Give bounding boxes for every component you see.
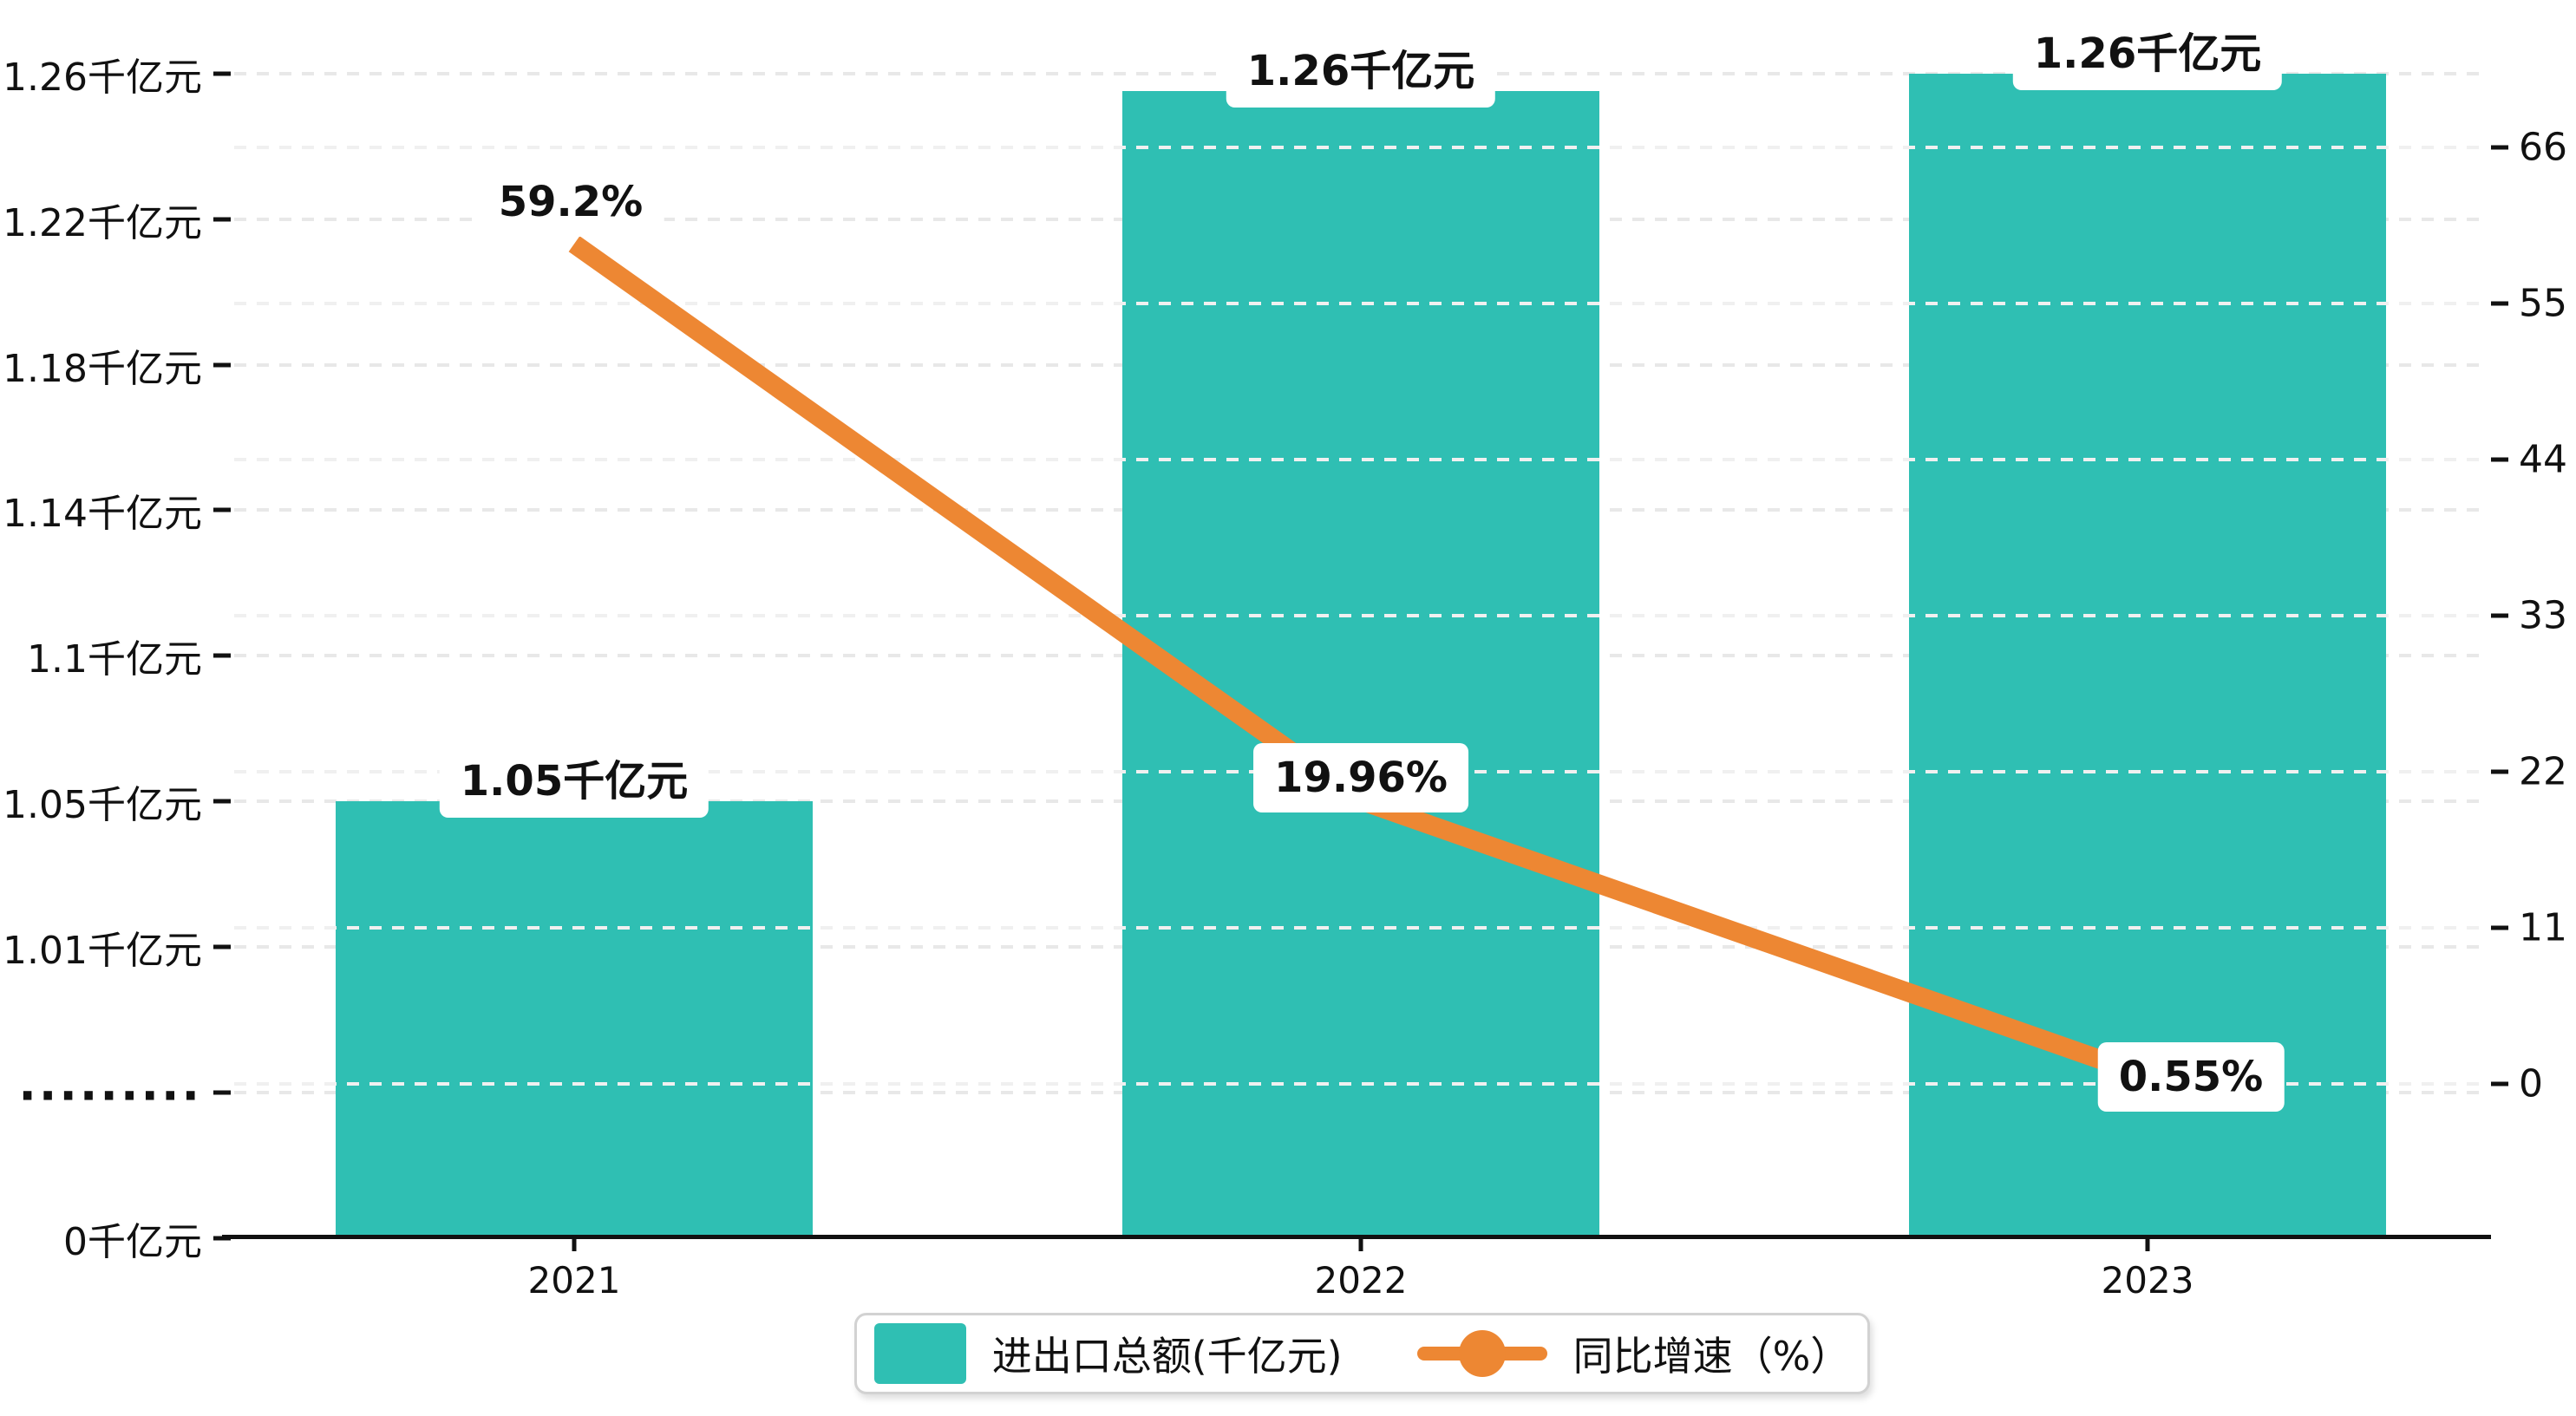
left-axis-tick-label: 0千亿元 <box>63 1220 202 1264</box>
bar-2022[interactable] <box>1122 91 1599 1237</box>
left-axis-tick-label: 1.14千亿元 <box>3 492 202 536</box>
line-point-label-2022: 19.96% <box>1253 743 1468 813</box>
left-axis-tick-label: 1.05千亿元 <box>3 783 202 827</box>
x-axis-label-2023: 2023 <box>2101 1259 2194 1302</box>
bar-value-label-2021: 1.05千亿元 <box>439 736 709 818</box>
legend: 进出口总额(千亿元) 同比增速（%） <box>854 1313 1870 1394</box>
right-axis-tick-mark <box>2491 1081 2508 1086</box>
left-axis-tick-mark <box>213 507 231 512</box>
right-axis-tick-mark <box>2491 925 2508 930</box>
right-axis-tick-label: 44 <box>2519 437 2567 482</box>
x-axis-tick-mark <box>572 1237 577 1251</box>
left-axis-tick-mark <box>213 362 231 368</box>
left-axis-break-label: ......... <box>18 1056 202 1112</box>
line-series-marker-icon <box>1416 1330 1547 1377</box>
right-axis-tick-label: 11 <box>2519 905 2567 950</box>
left-axis-tick-label: 1.01千亿元 <box>3 929 202 973</box>
legend-item-bar-series[interactable]: 进出口总额(千亿元) <box>873 1323 1343 1384</box>
right-axis-tick-label: 66 <box>2519 125 2567 170</box>
left-axis-tick-label: 1.22千亿元 <box>3 201 202 245</box>
bar-series-swatch-icon <box>873 1323 966 1384</box>
left-axis-tick-mark <box>213 799 231 804</box>
legend-item-line-series[interactable]: 同比增速（%） <box>1416 1325 1851 1382</box>
right-axis-tick-mark <box>2491 769 2508 774</box>
left-axis-tick-mark <box>213 944 231 949</box>
right-axis-tick-mark <box>2491 613 2508 618</box>
right-axis-tick-mark <box>2491 301 2508 306</box>
left-axis-tick-mark <box>213 653 231 658</box>
right-axis-tick-label: 0 <box>2519 1061 2543 1106</box>
line-point-label-2021: 59.2% <box>477 167 664 238</box>
bar-value-label-2023: 1.26千亿元 <box>2012 9 2283 90</box>
left-axis-tick-mark <box>213 71 231 76</box>
left-axis-tick-label: 1.26千亿元 <box>3 55 202 100</box>
x-axis-tick-mark <box>1358 1237 1363 1251</box>
line-point-label-2023: 0.55% <box>2097 1042 2285 1112</box>
x-axis-tick-mark <box>2145 1237 2150 1251</box>
x-axis-line <box>222 1235 2491 1239</box>
left-axis-tick-label: 1.1千亿元 <box>27 637 202 682</box>
legend-item-bar-label: 进出口总额(千亿元) <box>991 1333 1343 1380</box>
right-axis-tick-label: 22 <box>2519 749 2567 794</box>
right-axis-tick-mark <box>2491 145 2508 150</box>
x-axis-label-2022: 2022 <box>1314 1259 1408 1302</box>
x-axis-label-2021: 2021 <box>527 1259 621 1302</box>
left-axis-tick-mark <box>213 217 231 222</box>
right-axis-tick-label: 55 <box>2519 281 2567 326</box>
line-series-marker-dot-icon <box>1458 1330 1506 1377</box>
legend-item-line-label: 同比增速（%） <box>1572 1333 1851 1380</box>
left-axis-tick-label: 1.18千亿元 <box>3 347 202 391</box>
right-axis-tick-label: 33 <box>2519 593 2567 638</box>
bar-2021[interactable] <box>336 801 813 1237</box>
bar-value-label-2022: 1.26千亿元 <box>1226 26 1496 108</box>
left-axis-tick-mark <box>213 1090 231 1095</box>
right-axis-tick-mark <box>2491 457 2508 462</box>
